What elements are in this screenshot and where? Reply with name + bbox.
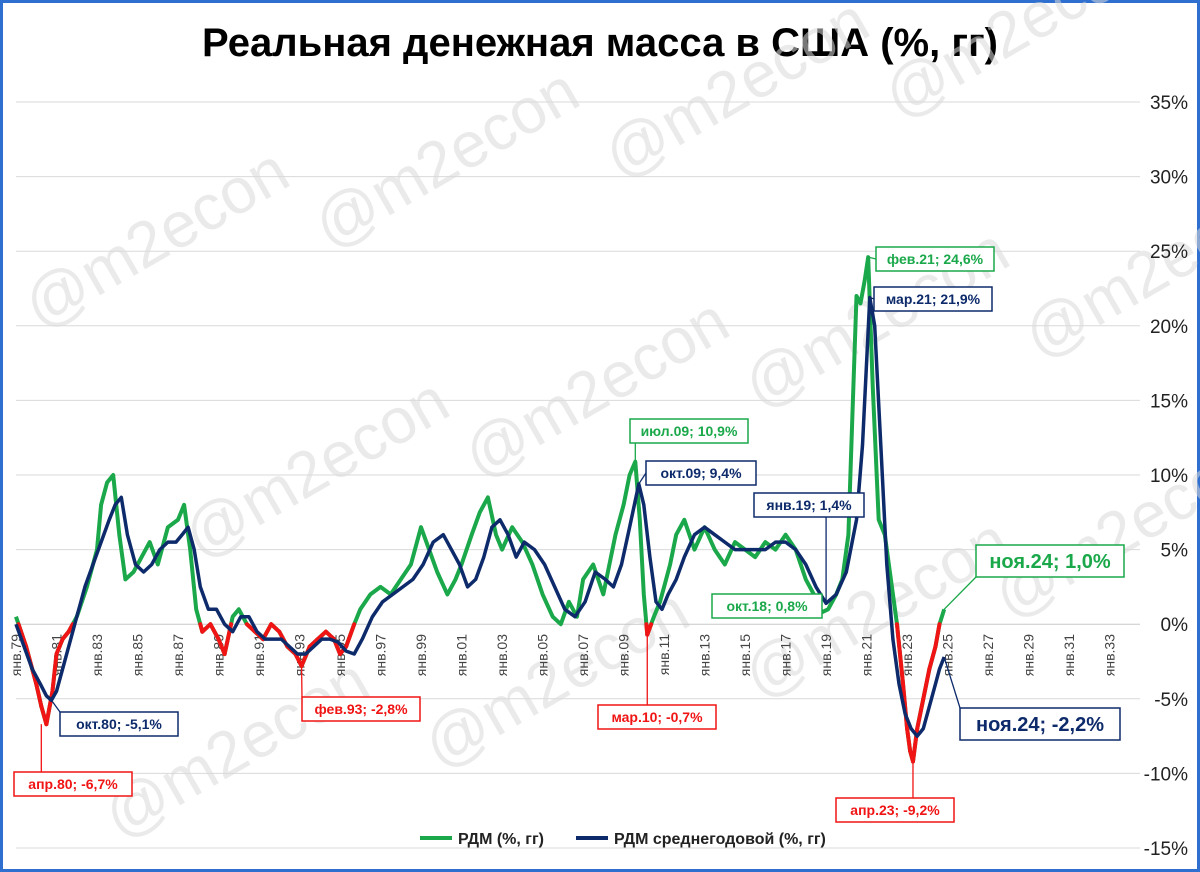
x-tick-label: янв.85 (130, 634, 146, 676)
annotation-box (959, 707, 1121, 741)
x-tick-label: янв.97 (373, 634, 389, 676)
x-tick-label: янв.87 (170, 634, 186, 676)
annotation-label: мар.10; -0,7% (611, 709, 703, 725)
x-tick-label: янв.15 (737, 634, 753, 676)
annotation-box (645, 460, 757, 486)
x-tick-label: янв.13 (697, 634, 713, 676)
annotation-leader (50, 699, 61, 713)
annotation-box (13, 771, 133, 797)
annotation-box (975, 544, 1125, 578)
x-tick-label: янв.21 (859, 634, 875, 676)
x-tick-label: янв.03 (494, 634, 510, 676)
y-tick-label: -5% (1154, 690, 1188, 711)
annotation-label: фев.21; 24,6% (887, 251, 984, 267)
x-tick-label: янв.33 (1102, 634, 1118, 676)
y-tick-label: 0% (1161, 615, 1189, 636)
x-tick-label: янв.99 (413, 634, 429, 676)
series-rdm-negative-segment (645, 622, 654, 637)
x-tick-label: янв.79 (8, 634, 24, 676)
annotation-label: янв.19; 1,4% (766, 497, 852, 513)
series-rdm-negative-segment (927, 644, 938, 671)
x-tick-label: янв.91 (251, 634, 267, 676)
x-tick-label: янв.29 (1021, 634, 1037, 676)
series-rdm-negative-segment (921, 666, 932, 701)
annotation-label: ноя.24; -2,2% (976, 714, 1104, 736)
x-tick-label: янв.25 (940, 634, 956, 676)
annotation-leader (638, 472, 647, 485)
watermark-text: @m2econ (591, 0, 880, 192)
series-rdm-negative-segment (54, 637, 65, 657)
series-rdm-negative-segment (894, 622, 906, 686)
watermark-text: @m2econ (871, 0, 1160, 132)
series-rdm-negative-segment (344, 622, 357, 649)
y-tick-label: 15% (1150, 391, 1188, 412)
watermark-text: @m2econ (301, 53, 590, 262)
annotation-label: окт.18; 0,8% (726, 598, 808, 614)
watermark-text: @m2econ (1011, 163, 1200, 372)
x-tick-label: янв.11 (656, 634, 672, 675)
y-tick-label: -10% (1144, 764, 1188, 785)
watermark-text: @m2econ (731, 213, 1020, 422)
series-rdm-negative-segment (66, 622, 75, 634)
annotation-leader (943, 656, 961, 709)
y-tick-label: -15% (1144, 839, 1188, 860)
annotation-box (753, 492, 865, 518)
y-tick-label: 35% (1150, 93, 1188, 114)
annotation-box (835, 797, 955, 823)
watermark-text: @m2econ (11, 133, 300, 342)
x-tick-label: янв.01 (454, 634, 470, 676)
series-rdm-negative-segment (16, 622, 29, 649)
y-tick-label: 20% (1150, 317, 1188, 338)
annotation-label: окт.80; -5,1% (76, 716, 162, 732)
series-layer (14, 255, 947, 764)
legend-label-avg: РДМ среднегодовой (%, гг) (614, 831, 826, 848)
annotation-label: мар.21; 21,9% (886, 291, 981, 307)
series-rdm-negative-segment (905, 726, 913, 754)
annotation-leader (943, 576, 977, 610)
x-tick-label: янв.07 (575, 634, 591, 676)
x-tick-label: янв.31 (1061, 634, 1077, 676)
annotation-box (597, 704, 717, 730)
x-tick-label: янв.17 (778, 634, 794, 676)
annotation-label: июл.09; 10,9% (641, 423, 738, 439)
annotation-label: окт.09; 9,4% (660, 465, 742, 481)
y-axis-ticks: -15% -10% -5% 0% 5% 10% 15% 20% 25% 30% 35% (1144, 93, 1188, 860)
series-rdm-negative-segment (915, 696, 926, 731)
y-tick-label: 30% (1150, 168, 1188, 189)
x-tick-label: янв.27 (980, 634, 996, 676)
y-tick-label: 10% (1150, 466, 1188, 487)
annotation-box (711, 593, 823, 619)
annotation-box (873, 286, 993, 312)
series-rdm-negative-segment (933, 622, 942, 649)
annotation-label: апр.23; -9,2% (850, 802, 940, 818)
series-rdm-negative-segment (34, 681, 44, 709)
x-tick-label: янв.83 (89, 634, 105, 676)
y-tick-label: 5% (1161, 541, 1189, 562)
watermark-text: @m2econ (981, 423, 1200, 632)
chart-title: Реальная денежная масса в США (%, гг) (202, 21, 998, 65)
annotation-label: ноя.24; 1,0% (989, 551, 1111, 573)
series-rdm-negative-segment (50, 652, 59, 694)
series-avg-line (14, 295, 946, 738)
annotation-box (629, 418, 749, 444)
annotation-box (301, 696, 421, 722)
series-rdm-negative-segment (208, 622, 221, 642)
annotation-leader (868, 256, 877, 260)
x-tick-label: янв.19 (818, 634, 834, 676)
legend-label-rdm: РДМ (%, гг) (458, 831, 544, 848)
annotation-box (875, 246, 995, 272)
x-tick-label: янв.09 (616, 634, 632, 676)
annotations: апр.80; -6,7% окт.80; -5,1% фев.93; -2,8% и… (13, 246, 1125, 823)
annotation-box (59, 711, 179, 737)
annotation-label: апр.80; -6,7% (28, 776, 118, 792)
y-tick-label: 25% (1150, 242, 1188, 263)
annotation-label: фев.93; -2,8% (314, 701, 408, 717)
legend: РДМ (%, гг) РДМ среднегодовой (%, гг) (420, 831, 826, 848)
x-tick-label: янв.05 (535, 634, 551, 676)
